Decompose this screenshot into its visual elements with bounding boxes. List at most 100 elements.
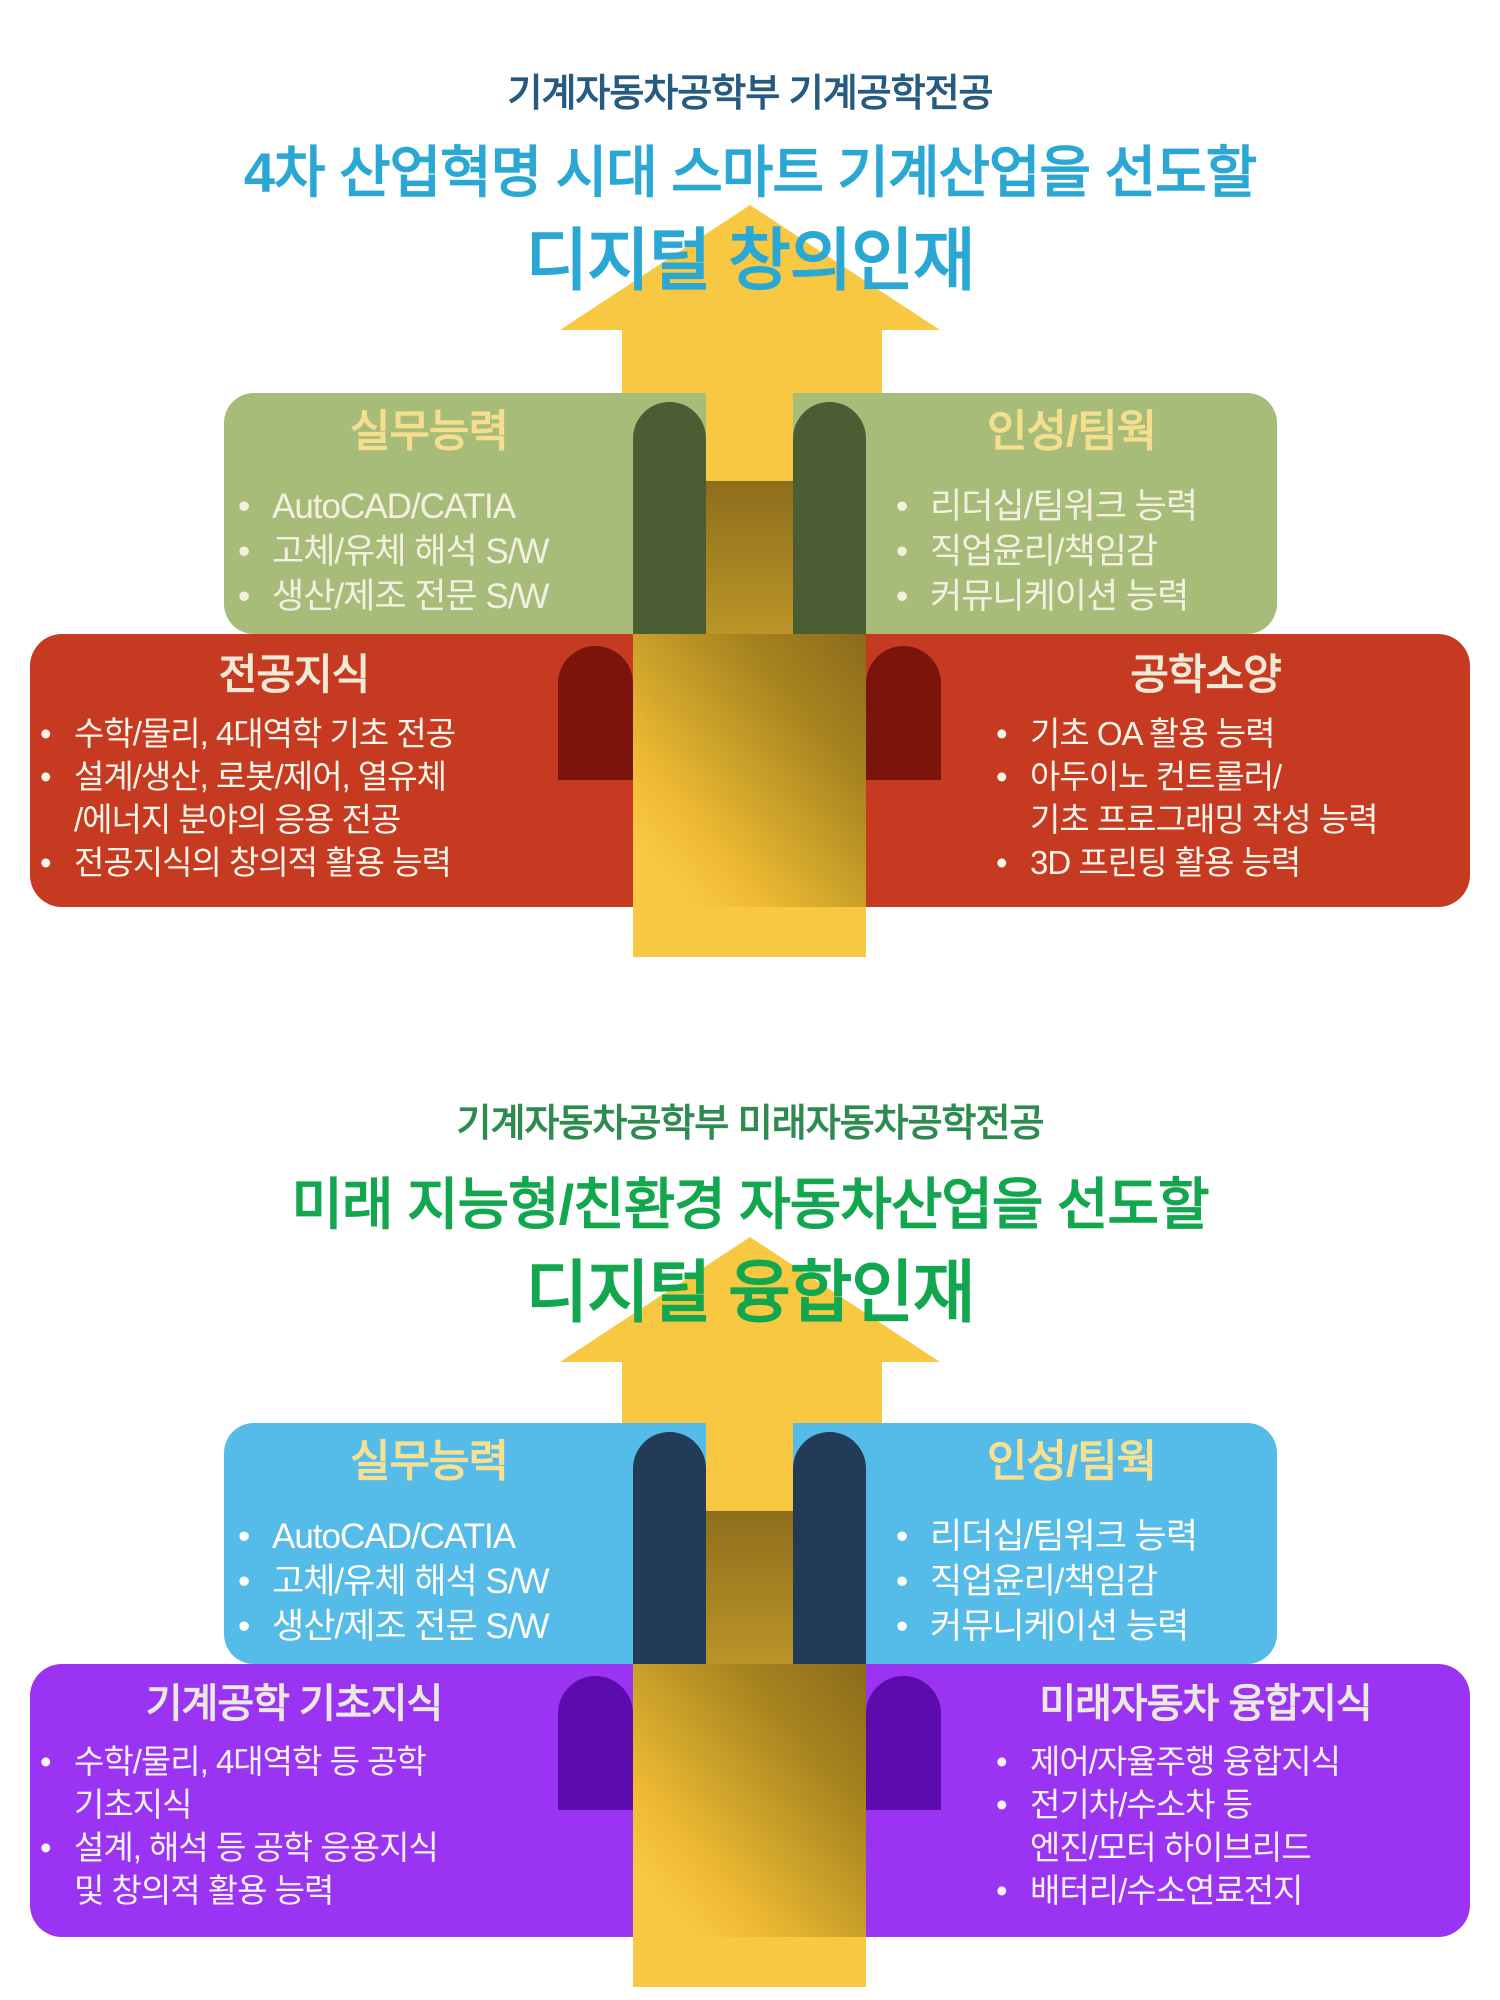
arrow-road-base (633, 907, 866, 957)
list-item-text: 수학/물리, 4대역학 등 공학 (74, 1743, 427, 1780)
list-item-text: 설계/생산, 로봇/제어, 열유체 (74, 758, 447, 796)
panel-engineering-literacy: 공학소양 • 기초 OA 활용 능력 • 아두이노 컨트롤러/ 기초 프로그래밍 작… (941, 651, 1470, 884)
list-item-text: 전공지식의 창의적 활용 능력 (74, 844, 452, 882)
bullet-icon: • (238, 577, 250, 617)
list-item: • 고체/유체 해석 S/W (238, 529, 634, 574)
list-item: • 설계/생산, 로봇/제어, 열유체 (40, 755, 558, 798)
bullet-icon: • (996, 844, 1008, 882)
gate-passage-shadow (706, 1511, 793, 1664)
headline: 4차 산업혁명 시대 스마트 기계산업을 선도할 (243, 141, 1257, 204)
tunnel-arch-right-icon (866, 646, 941, 780)
panel-major-knowledge: 전공지식 • 수학/물리, 4대역학 기초 전공 • 설계/생산, 로봇/제어, 열… (30, 651, 558, 884)
list-item: • 직업윤리/책임감 (896, 1559, 1277, 1604)
gate-passage-top (706, 1423, 793, 1511)
list-item: • 생산/제조 전문 S/W (238, 1604, 634, 1649)
list-item-text: 고체/유체 해석 S/W (272, 1562, 549, 1602)
bullet-icon: • (40, 1829, 52, 1866)
list-item: 엔진/모터 하이브리드 (996, 1826, 1470, 1869)
list-item-text: 기초 프로그래밍 작성 능력 (1030, 801, 1378, 839)
department-label: 기계자동차공학부 기계공학전공 (507, 73, 994, 115)
bullet-icon: • (40, 1743, 52, 1780)
list-item: • 직업윤리/책임감 (896, 529, 1277, 574)
list-item-text: 설계, 해석 등 공학 응용지식 (74, 1829, 439, 1866)
list-item: • 커뮤니케이션 능력 (896, 1604, 1277, 1649)
list-item-text: 기초지식 (74, 1786, 192, 1823)
list-item: 기초지식 (40, 1783, 558, 1826)
list-item-text: 및 창의적 활용 능력 (74, 1872, 334, 1909)
panel-title: 인성/팀웍 (986, 407, 1157, 456)
list-item-text: AutoCAD/CATIA (272, 1517, 516, 1557)
list-item: • 수학/물리, 4대역학 등 공학 (40, 1740, 558, 1783)
panel-practical-skills: 실무능력 • AutoCAD/CATIA • 고체/유체 해석 S/W • 생산/제조… (224, 1437, 634, 1649)
list-item: • AutoCAD/CATIA (238, 1514, 634, 1559)
gate-passage-top (706, 393, 793, 481)
list-item: /에너지 분야의 응용 전공 (40, 798, 558, 841)
bullet-icon: • (896, 1517, 908, 1557)
gate-arch-right-icon (793, 1432, 866, 1664)
list-item-text: /에너지 분야의 응용 전공 (74, 801, 401, 839)
list-item-text: 3D 프린팅 활용 능력 (1030, 844, 1301, 882)
bullet-icon: • (238, 532, 250, 572)
bullet-icon: • (40, 844, 52, 882)
list-item-text: 기초 OA 활용 능력 (1030, 715, 1276, 753)
gate-passage-shadow (706, 481, 793, 634)
list-item: • AutoCAD/CATIA (238, 484, 634, 529)
bullet-icon: • (40, 758, 52, 796)
talent-title: 디지털 창의인재 (525, 223, 976, 299)
department-label: 기계자동차공학부 미래자동차공학전공 (456, 1103, 1045, 1145)
panel-character-teamwork: 인성/팀웍 • 리더십/팀워크 능력 • 직업윤리/책임감 • 커뮤니케이션 능력 (866, 407, 1277, 619)
panel-practical-skills: 실무능력 • AutoCAD/CATIA • 고체/유체 해석 S/W • 생산/제조… (224, 407, 634, 619)
panel-title: 미래자동차 융합지식 (1039, 1682, 1372, 1726)
list-item-text: 직업윤리/책임감 (930, 1562, 1158, 1602)
bullet-icon: • (996, 1786, 1008, 1823)
list-item-text: 리더십/팀워크 능력 (930, 1517, 1198, 1557)
gate-arch-right-icon (793, 402, 866, 634)
panel-title: 공학소양 (1130, 651, 1282, 698)
bullet-icon: • (238, 1517, 250, 1557)
tunnel-arch-right-icon (866, 1676, 941, 1810)
bullet-icon: • (896, 577, 908, 617)
list-item-text: 생산/제조 전문 S/W (272, 577, 549, 617)
list-item: • 리더십/팀워크 능력 (896, 1514, 1277, 1559)
list-item: 및 창의적 활용 능력 (40, 1869, 558, 1912)
bullet-icon: • (238, 1607, 250, 1647)
panel-title: 인성/팀웍 (986, 1437, 1157, 1486)
panel-character-teamwork: 인성/팀웍 • 리더십/팀워크 능력 • 직업윤리/책임감 • 커뮤니케이션 능력 (866, 1437, 1277, 1649)
panel-mechanical-basics: 기계공학 기초지식 • 수학/물리, 4대역학 등 공학 기초지식 • 설계, 해석… (30, 1682, 558, 1912)
panel-title: 전공지식 (218, 651, 371, 698)
list-item: • 고체/유체 해석 S/W (238, 1559, 634, 1604)
bullet-icon: • (996, 758, 1008, 796)
panel-future-automotive-convergence: 미래자동차 융합지식 • 제어/자율주행 융합지식 • 전기차/수소차 등 엔진/모… (941, 1682, 1470, 1912)
list-item: • 3D 프린팅 활용 능력 (996, 841, 1470, 884)
list-item-text: 제어/자율주행 융합지식 (1030, 1743, 1341, 1780)
bullet-icon: • (40, 715, 52, 753)
list-item-text: 고체/유체 해석 S/W (272, 532, 549, 572)
bullet-icon: • (896, 1562, 908, 1602)
bullet-icon: • (896, 487, 908, 527)
list-item: • 전공지식의 창의적 활용 능력 (40, 841, 558, 884)
list-item: • 리더십/팀워크 능력 (896, 484, 1277, 529)
bullet-icon: • (996, 1872, 1008, 1909)
panel-title: 기계공학 기초지식 (145, 1682, 444, 1726)
bullet-icon: • (996, 715, 1008, 753)
gate-arch-left-icon (633, 402, 706, 634)
list-item-text: 수학/물리, 4대역학 기초 전공 (74, 715, 456, 753)
bullet-icon: • (996, 1743, 1008, 1780)
list-item-text: 커뮤니케이션 능력 (930, 1607, 1189, 1647)
list-item-text: 생산/제조 전문 S/W (272, 1607, 549, 1647)
list-item: • 아두이노 컨트롤러/ (996, 755, 1470, 798)
list-item-text: 전기차/수소차 등 (1030, 1786, 1253, 1823)
bullet-icon: • (238, 487, 250, 527)
list-item-text: 직업윤리/책임감 (930, 532, 1158, 572)
list-item-text: AutoCAD/CATIA (272, 487, 516, 527)
tunnel-arch-left-icon (558, 646, 633, 780)
list-item-text: 아두이노 컨트롤러/ (1030, 758, 1282, 796)
list-item-text: 엔진/모터 하이브리드 (1030, 1829, 1312, 1866)
list-item: • 커뮤니케이션 능력 (896, 574, 1277, 619)
panel-title: 실무능력 (350, 407, 509, 456)
list-item-text: 커뮤니케이션 능력 (930, 577, 1189, 617)
list-item: • 설계, 해석 등 공학 응용지식 (40, 1826, 558, 1869)
list-item: • 제어/자율주행 융합지식 (996, 1740, 1470, 1783)
list-item: • 생산/제조 전문 S/W (238, 574, 634, 619)
